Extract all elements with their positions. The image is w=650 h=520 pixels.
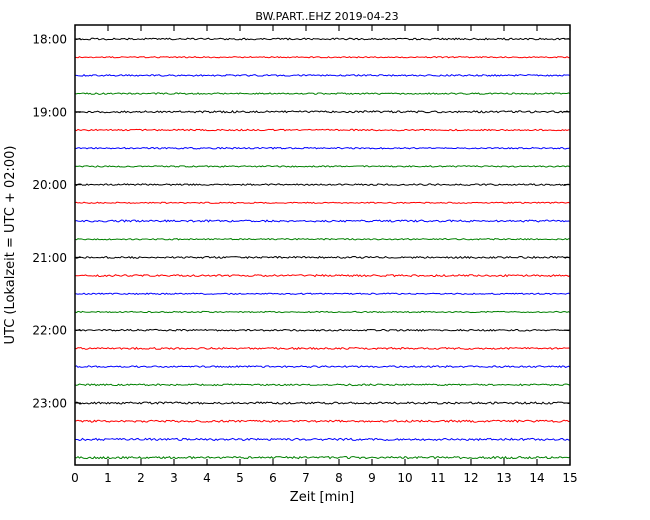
seismogram-trace (74, 201, 571, 205)
seismogram-trace (74, 292, 571, 295)
x-tick-label: 2 (137, 471, 145, 485)
x-tick-labels-group: 0 1 2 3 4 5 6 7 8 9 10 11 12 13 14 15 (71, 471, 577, 485)
seismogram-trace (74, 401, 571, 405)
seismogram-trace (74, 365, 571, 369)
y-tick-label: 23:00 (32, 397, 67, 411)
x-tick-label: 1 (104, 471, 112, 485)
seismogram-trace (74, 146, 571, 150)
y-tick-label: 18:00 (32, 33, 67, 47)
plot-border (74, 24, 571, 466)
seismogram-trace (74, 56, 571, 59)
x-tick-label: 8 (335, 471, 343, 485)
y-tick-label: 19:00 (32, 105, 67, 119)
x-tick-label: 3 (170, 471, 178, 485)
ticks-group (74, 25, 571, 465)
y-tick-label: 20:00 (32, 178, 67, 192)
seismogram-trace (74, 328, 571, 332)
seismogram-trace (74, 219, 571, 223)
seismogram-trace (74, 37, 571, 41)
y-tick-label: 21:00 (32, 251, 67, 265)
seismogram-trace (74, 419, 571, 423)
seismogram-trace (74, 255, 571, 259)
x-tick-label: 7 (302, 471, 310, 485)
traces-group (74, 37, 571, 460)
x-tick-label: 11 (430, 471, 445, 485)
seismogram-trace (74, 437, 571, 442)
seismogram-trace (74, 110, 571, 114)
seismogram-trace (74, 92, 571, 95)
y-tick-labels-group: 18:00 19:00 20:00 21:00 22:00 23:00 (32, 33, 67, 411)
x-tick-label: 14 (529, 471, 544, 485)
seismogram-trace (74, 165, 571, 168)
x-tick-label: 13 (496, 471, 511, 485)
seismogram-trace (74, 346, 571, 350)
x-tick-label: 15 (562, 471, 577, 485)
seismogram-trace (74, 310, 571, 314)
x-axis-label: Zeit [min] (290, 490, 354, 505)
x-tick-label: 5 (236, 471, 244, 485)
seismogram-trace (74, 237, 571, 241)
x-tick-label: 4 (203, 471, 211, 485)
y-tick-label: 22:00 (32, 324, 67, 338)
seismogram-trace (74, 128, 571, 132)
x-tick-label: 0 (71, 471, 79, 485)
seismogram-trace (74, 383, 571, 387)
x-tick-label: 12 (463, 471, 478, 485)
x-tick-label: 6 (269, 471, 277, 485)
y-axis-label: UTC (Lokalzeit = UTC + 02:00) (3, 146, 18, 345)
seismogram-trace (74, 455, 571, 460)
x-tick-label: 10 (397, 471, 412, 485)
x-tick-label: 9 (368, 471, 376, 485)
seismogram-trace (74, 183, 571, 187)
seismogram-trace (74, 73, 571, 77)
chart-title: BW.PART..EHZ 2019-04-23 (255, 10, 398, 23)
seismogram-trace (74, 273, 571, 278)
